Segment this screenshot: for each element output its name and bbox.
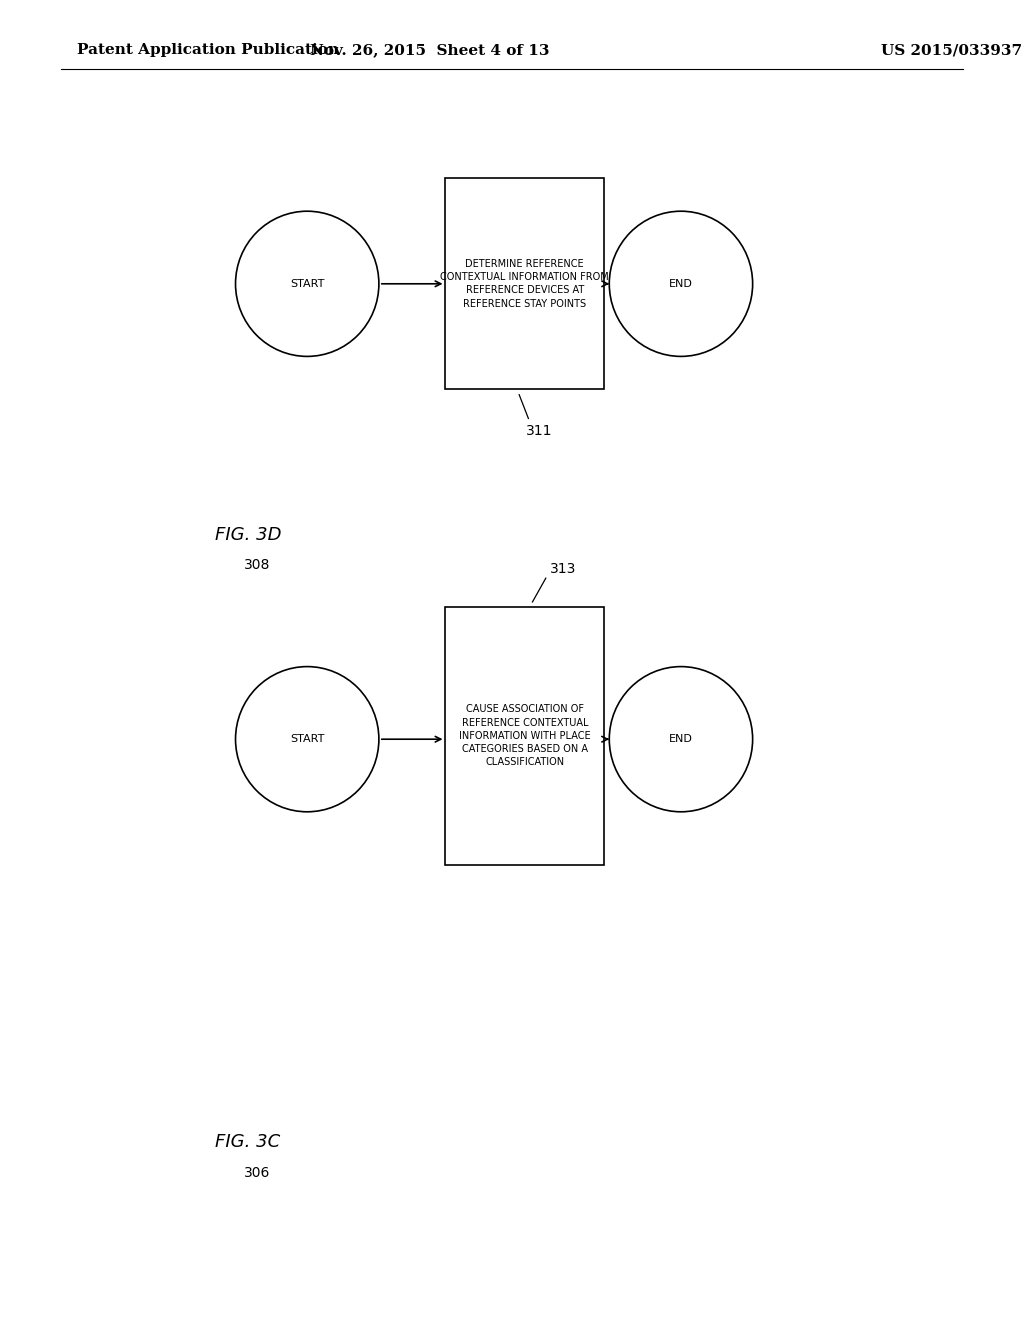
Text: FIG. 3D: FIG. 3D: [215, 525, 282, 544]
Text: END: END: [669, 279, 693, 289]
Text: 313: 313: [550, 561, 577, 576]
Text: FIG. 3C: FIG. 3C: [215, 1133, 281, 1151]
Text: 306: 306: [244, 1166, 270, 1180]
Text: Patent Application Publication: Patent Application Publication: [77, 44, 339, 57]
Text: US 2015/0339371 A1: US 2015/0339371 A1: [881, 44, 1024, 57]
Text: DETERMINE REFERENCE
CONTEXTUAL INFORMATION FROM
REFERENCE DEVICES AT
REFERENCE S: DETERMINE REFERENCE CONTEXTUAL INFORMATI…: [440, 259, 609, 309]
Text: START: START: [290, 279, 325, 289]
Text: CAUSE ASSOCIATION OF
REFERENCE CONTEXTUAL
INFORMATION WITH PLACE
CATEGORIES BASE: CAUSE ASSOCIATION OF REFERENCE CONTEXTUA…: [459, 705, 591, 767]
Text: Nov. 26, 2015  Sheet 4 of 13: Nov. 26, 2015 Sheet 4 of 13: [310, 44, 550, 57]
Text: END: END: [669, 734, 693, 744]
Text: START: START: [290, 734, 325, 744]
Text: 311: 311: [526, 424, 553, 438]
Text: 308: 308: [244, 558, 270, 573]
